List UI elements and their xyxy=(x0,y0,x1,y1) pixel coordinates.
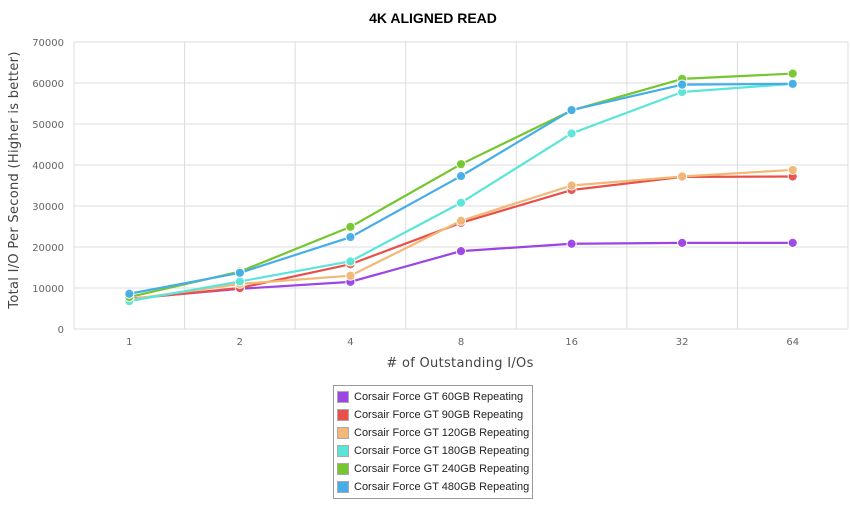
chart-legend: Corsair Force GT 60GB Repeating Corsair F… xyxy=(333,385,533,499)
legend-swatch xyxy=(337,463,349,475)
x-tick-label: 8 xyxy=(458,337,464,348)
data-point[interactable] xyxy=(566,180,577,191)
x-tick-label: 16 xyxy=(565,337,578,348)
data-point[interactable] xyxy=(345,256,356,267)
legend-item[interactable]: Corsair Force GT 120GB Repeating xyxy=(334,424,532,442)
y-tick-label: 0 xyxy=(58,325,64,336)
x-tick-label: 2 xyxy=(237,337,243,348)
data-point[interactable] xyxy=(234,267,245,278)
data-point[interactable] xyxy=(566,238,577,249)
legend-item[interactable]: Corsair Force GT 180GB Repeating xyxy=(334,442,532,460)
x-tick-label: 4 xyxy=(347,337,353,348)
y-tick-label: 40000 xyxy=(32,161,64,172)
x-axis-title: # of Outstanding I/Os xyxy=(386,356,533,371)
data-point[interactable] xyxy=(677,171,688,182)
data-point[interactable] xyxy=(787,68,798,79)
y-tick-label: 20000 xyxy=(32,243,64,254)
y-axis-ticks: 0 10000 20000 30000 40000 50000 60000 70000 xyxy=(32,38,64,336)
chart-series xyxy=(124,68,798,307)
series-line xyxy=(129,168,793,301)
series-line xyxy=(129,82,793,303)
legend-label: Corsair Force GT 180GB Repeating xyxy=(354,445,530,457)
series-group xyxy=(124,78,798,299)
legend-item[interactable]: Corsair Force GT 60GB Repeating xyxy=(334,388,532,406)
x-tick-label: 32 xyxy=(676,337,689,348)
x-tick-label: 64 xyxy=(786,337,799,348)
legend-swatch xyxy=(337,409,349,421)
data-point[interactable] xyxy=(455,197,467,208)
y-axis-title: Total I/O Per Second (Higher is better) xyxy=(7,51,22,309)
legend-item[interactable]: Corsair Force GT 240GB Repeating xyxy=(334,460,532,478)
legend-label: Corsair Force GT 120GB Repeating xyxy=(354,427,530,439)
series-line xyxy=(129,82,793,295)
series-group xyxy=(124,78,798,307)
data-point[interactable] xyxy=(345,221,356,233)
data-point[interactable] xyxy=(455,159,467,170)
data-point[interactable] xyxy=(787,164,798,176)
y-tick-label: 10000 xyxy=(32,284,64,295)
data-point[interactable] xyxy=(455,170,467,182)
y-tick-label: 50000 xyxy=(32,120,64,131)
y-tick-label: 60000 xyxy=(32,79,64,90)
series-line xyxy=(129,72,793,299)
data-point[interactable] xyxy=(455,246,467,257)
data-point[interactable] xyxy=(677,237,688,248)
chart-title: 4K ALIGNED READ xyxy=(369,10,497,26)
x-tick-label: 1 xyxy=(126,337,132,348)
data-point[interactable] xyxy=(345,232,356,243)
legend-label: Corsair Force GT 60GB Repeating xyxy=(354,391,524,403)
legend-swatch xyxy=(337,445,349,457)
data-point[interactable] xyxy=(455,215,467,226)
data-point[interactable] xyxy=(566,104,577,116)
legend-item[interactable]: Corsair Force GT 90GB Repeating xyxy=(334,406,532,424)
series-group xyxy=(124,237,798,304)
legend-label: Corsair Force GT 90GB Repeating xyxy=(354,409,524,421)
data-point[interactable] xyxy=(787,237,798,248)
data-point[interactable] xyxy=(124,288,135,299)
data-point[interactable] xyxy=(677,79,688,90)
legend-swatch xyxy=(337,427,349,439)
y-tick-label: 70000 xyxy=(32,38,64,49)
data-point[interactable] xyxy=(566,128,577,139)
data-point[interactable] xyxy=(234,276,245,287)
y-tick-label: 30000 xyxy=(32,202,64,213)
legend-swatch xyxy=(337,481,349,493)
x-axis-ticks: 1 2 4 8 16 32 64 xyxy=(126,337,799,348)
legend-item[interactable]: Corsair Force GT 480GB Repeating xyxy=(334,478,532,496)
legend-label: Corsair Force GT 480GB Repeating xyxy=(354,481,530,493)
legend-label: Corsair Force GT 240GB Repeating xyxy=(354,463,530,475)
legend-swatch xyxy=(337,391,349,403)
series-group xyxy=(124,68,798,303)
data-point[interactable] xyxy=(787,78,798,89)
series-line xyxy=(129,175,793,301)
data-point[interactable] xyxy=(345,270,356,281)
